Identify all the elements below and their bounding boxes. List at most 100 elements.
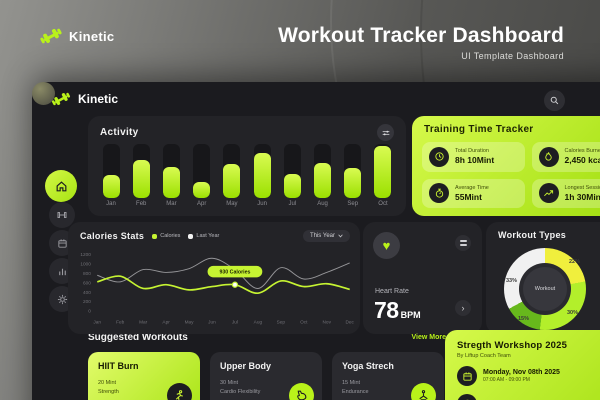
heart-next-button[interactable]: › — [455, 300, 471, 316]
activity-bar[interactable]: Apr — [191, 144, 213, 210]
legend-label: Last Year — [196, 233, 220, 239]
svg-text:Aug: Aug — [254, 320, 263, 326]
activity-bar[interactable]: Feb — [130, 144, 152, 210]
donut-segment-label: 30% — [566, 310, 578, 316]
event-title: Stregth Workshop 2025 — [457, 340, 568, 351]
event-row-text: Monday, Nov 08th 2025 07:00 AM - 09:00 PM — [483, 369, 560, 384]
workout-card[interactable]: HIIT Burn 20 Mint Strength — [88, 352, 200, 400]
brand-name: Kinetic — [78, 92, 119, 106]
hero-band: Kinetic Workout Tracker Dashboard UI Tem… — [0, 0, 600, 82]
workout-card-title: Upper Body — [220, 361, 272, 371]
sliders-icon — [382, 129, 390, 137]
workout-card[interactable]: Upper Body 30 Mint Cardio Flexibility — [210, 352, 322, 400]
training-stat-label: Calories Burned — [564, 148, 600, 155]
svg-text:Jun: Jun — [208, 320, 216, 326]
activity-bar-month: Oct — [378, 201, 388, 207]
donut-segment-label: 15% — [518, 316, 530, 322]
activity-bar-fill — [253, 152, 271, 198]
workout-card-category: Strength — [98, 389, 119, 395]
activity-bar[interactable]: Jun — [251, 144, 273, 210]
svg-text:930 Calories: 930 Calories — [219, 270, 250, 276]
activity-bar[interactable]: Jan — [100, 144, 122, 210]
svg-text:800: 800 — [83, 271, 91, 277]
activity-bar-track — [162, 144, 180, 198]
calendar-icon — [57, 238, 68, 249]
page-subtitle: UI Template Dashboard — [461, 51, 564, 61]
dumbbell-icon — [56, 209, 68, 221]
activity-bar-track — [223, 144, 241, 198]
activity-bar[interactable]: Aug — [312, 144, 334, 210]
heart-rate-unit: BPM — [400, 310, 421, 320]
range-dropdown[interactable]: This Year — [302, 230, 350, 242]
suggested-workouts-section: Suggested Workouts View More HIIT Burn 20… — [88, 332, 446, 400]
event-row-sub: 07:00 AM - 09:00 PM — [483, 377, 530, 384]
suggested-title: Suggested Workouts — [88, 332, 188, 343]
window-header: Kinetic — [32, 82, 600, 116]
legend-item[interactable]: Calories — [152, 233, 180, 239]
settings-icon — [57, 294, 68, 305]
workout-card[interactable]: Yoga Strech 15 Mint Endurance — [332, 352, 444, 400]
activity-bar-fill — [344, 168, 362, 198]
activity-bar-month: May — [226, 201, 238, 207]
activity-bar-fill — [314, 163, 332, 198]
activity-filter-button[interactable] — [377, 124, 394, 141]
training-tracker-card: Training Time Tracker Total Duration 8h 1… — [412, 116, 600, 216]
view-more-link[interactable]: View More — [411, 334, 447, 341]
workout-card-title: HIIT Burn — [98, 361, 139, 371]
activity-bar-fill — [102, 174, 120, 198]
activity-bar-fill — [193, 181, 211, 198]
workout-types-donut: Workout 22% 30% 15% 33% — [504, 248, 586, 330]
suggested-cards-row: HIIT Burn 20 Mint Strength Upper Body 30 Min… — [88, 352, 446, 400]
donut-center-label: Workout — [523, 267, 567, 311]
activity-bar-track — [374, 144, 392, 198]
calories-legend: Calories Last Year — [152, 233, 295, 239]
activity-bar[interactable]: May — [221, 144, 243, 210]
legend-item[interactable]: Last Year — [188, 233, 219, 239]
activity-bar-month: Jan — [106, 201, 116, 207]
dumbbell-logo-icon — [50, 89, 73, 110]
clock-icon — [429, 146, 449, 167]
workout-types-card: Workout Types Workout 22% 30% 15% 33% — [486, 222, 600, 334]
training-stat-label: Total Duration — [455, 148, 489, 155]
sidebar-item-dumbbell[interactable] — [49, 202, 75, 228]
activity-bar-track — [314, 144, 332, 198]
heart-icon: ♥ — [382, 238, 391, 253]
training-stat-text: Average Time 55Mint — [455, 185, 489, 202]
avatar[interactable] — [32, 82, 55, 105]
heart-options-button[interactable] — [455, 235, 471, 251]
activity-bar-month: Jun — [257, 201, 267, 207]
svg-text:Sep: Sep — [277, 320, 286, 326]
donut-segment-label: 22% — [568, 259, 580, 265]
heart-rate-card: ♥ Heart Rate 78 BPM › — [363, 222, 482, 334]
training-stat: Total Duration 8h 10Mint — [422, 142, 525, 172]
svg-text:200: 200 — [83, 299, 91, 305]
workout-types-title: Workout Types — [498, 230, 567, 240]
activity-bar-month: Mar — [166, 201, 177, 207]
flame-icon — [538, 146, 559, 167]
activity-bar[interactable]: Sep — [342, 144, 364, 210]
training-stat: Average Time 55Mint — [422, 178, 525, 208]
training-stat-label: Average Time — [455, 184, 489, 191]
activity-bars: Jan Feb Mar Apr May Jun Jul Aug Sep Oct — [100, 144, 394, 210]
svg-text:400: 400 — [83, 290, 91, 296]
search-icon — [550, 96, 559, 105]
dashboard-window: Kinetic Activity Jan Feb Mar Apr May Jun — [32, 82, 600, 400]
training-stats: Total Duration 8h 10Mint Calories Burned 2,… — [422, 142, 600, 208]
training-stat-label: Longest Session — [564, 184, 600, 191]
activity-bar-track — [344, 144, 362, 198]
page-title: Workout Tracker Dashboard — [278, 24, 564, 47]
search-button[interactable] — [544, 90, 565, 111]
stats-icon — [57, 266, 68, 277]
activity-bar[interactable]: Oct — [372, 144, 394, 210]
activity-bar[interactable]: Jul — [281, 144, 303, 210]
brand-logo: Kinetic — [39, 28, 114, 44]
svg-text:May: May — [185, 320, 195, 326]
training-stat-text: Total Duration 8h 10Mint — [455, 148, 494, 165]
activity-bar[interactable]: Mar — [160, 144, 182, 210]
training-stat-text: Longest Session1h 30Mint — [565, 185, 600, 202]
sidebar-item-home[interactable] — [45, 170, 77, 202]
heart-icon-circle: ♥ — [373, 232, 400, 259]
event-rows: Monday, Nov 08th 2025 07:00 AM - 09:00 PM… — [457, 366, 560, 400]
